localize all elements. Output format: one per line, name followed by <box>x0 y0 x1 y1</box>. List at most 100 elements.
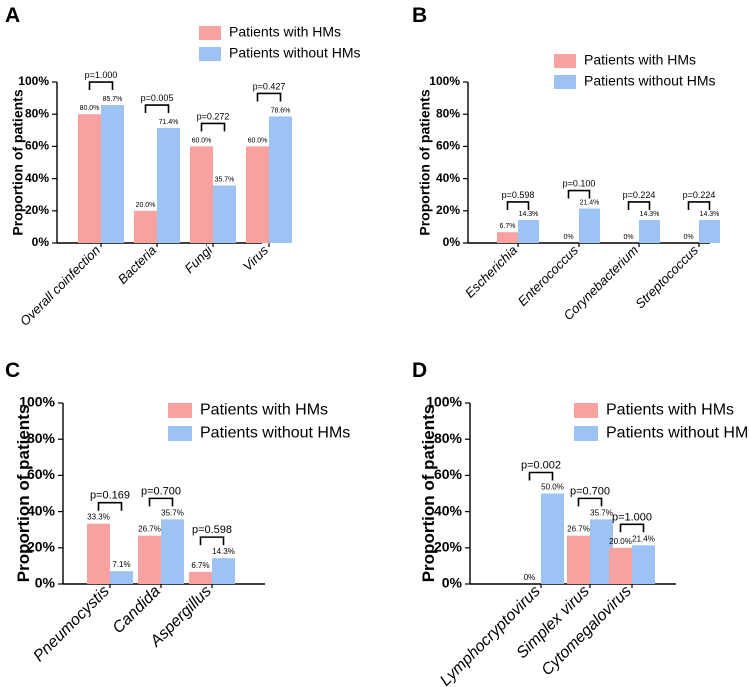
significance-bracket <box>528 471 554 481</box>
y-tick-label: 60% <box>436 139 460 153</box>
bar <box>579 208 600 243</box>
p-value-label: p=0.598 <box>502 190 535 200</box>
y-tick-label: 80% <box>27 430 56 446</box>
chart-panel-b: B Proportion of patients 0% 20% 40% 60% 80% 100… <box>412 4 720 323</box>
legend-swatch <box>168 403 192 418</box>
bar <box>590 519 613 584</box>
y-tick-label: 0% <box>442 575 463 591</box>
bar <box>497 232 518 243</box>
bar-value-label: 0% <box>524 573 536 582</box>
category-label: Overall coinfection <box>17 243 103 329</box>
significance-bracket <box>148 497 174 507</box>
legend-label: Patients without HMs <box>200 425 350 442</box>
bar-value-label: 0% <box>563 234 573 241</box>
bar-value-label: 14.3% <box>640 211 660 218</box>
legend-swatch <box>168 426 192 441</box>
y-tick-label: 60% <box>27 466 56 482</box>
y-tick-label: 0% <box>443 235 461 249</box>
p-value-label: p=0.100 <box>563 179 596 189</box>
significance-bracket <box>577 497 603 507</box>
bar-value-label: 71.4% <box>159 119 179 126</box>
bar <box>161 519 184 584</box>
bar-value-label: 0% <box>683 234 693 241</box>
y-axis-label: Proportion of patients <box>416 89 432 235</box>
bar <box>609 547 632 584</box>
y-tick-label: 20% <box>27 539 56 555</box>
bar <box>157 128 180 243</box>
y-tick-label: 40% <box>25 171 49 185</box>
p-value-label: p=0.224 <box>683 190 716 200</box>
bar <box>134 210 157 243</box>
significance-bracket <box>687 201 711 210</box>
y-tick-label: 100% <box>426 394 462 410</box>
bar-value-label: 26.7% <box>567 525 590 534</box>
significance-bracket <box>506 201 530 210</box>
y-tick-label: 0% <box>35 575 56 591</box>
y-tick-label: 40% <box>27 502 56 518</box>
y-tick-label: 100% <box>429 74 460 88</box>
bar-value-label: 33.3% <box>87 513 110 522</box>
category-label: Virus <box>240 242 272 274</box>
bar <box>87 523 110 584</box>
legend-label: Patients with HMs <box>200 402 328 419</box>
y-tick-label: 80% <box>434 430 463 446</box>
bar <box>189 571 212 584</box>
p-value-label: p=0.005 <box>141 93 174 103</box>
significance-bracket <box>619 523 645 533</box>
p-value-label: p=0.700 <box>570 485 610 497</box>
bar <box>246 146 269 243</box>
category-label: Fungi <box>182 242 216 276</box>
legend-swatch <box>574 403 598 418</box>
bar-value-label: 80.0% <box>80 105 100 112</box>
category-label: Enterococcus <box>515 242 582 309</box>
y-tick-label: 40% <box>434 502 463 518</box>
legend-label: Patients with HMs <box>584 52 696 68</box>
bar-value-label: 14.3% <box>519 211 539 218</box>
legend-label: Patients without HMs <box>584 73 716 89</box>
category-label: Escherichia <box>462 243 520 301</box>
category-label: Bacteria <box>115 243 159 287</box>
y-tick-label: 40% <box>436 171 460 185</box>
bar <box>269 116 292 243</box>
bar-value-label: 14.3% <box>212 547 235 556</box>
category-label: Streptococcus <box>632 242 701 311</box>
p-value-label: p=0.272 <box>197 111 230 121</box>
legend-swatch <box>554 75 576 89</box>
p-value-label: p=0.598 <box>192 524 232 536</box>
bar <box>639 219 660 243</box>
bar <box>518 219 539 243</box>
bar <box>110 571 133 584</box>
bar <box>632 545 655 584</box>
p-value-label: p=0.224 <box>623 190 656 200</box>
y-axis-label: Proportion of patients <box>9 89 25 235</box>
bar-value-label: 6.7% <box>500 223 516 230</box>
bar-value-label: 85.7% <box>103 96 123 103</box>
y-tick-label: 0% <box>32 235 50 249</box>
p-value-label: p=0.002 <box>521 460 561 472</box>
bar <box>541 493 564 584</box>
bar-value-label: 0% <box>623 234 633 241</box>
bar <box>699 219 720 243</box>
y-tick-label: 80% <box>436 106 460 120</box>
y-tick-label: 100% <box>18 74 49 88</box>
panel-letter: A <box>5 4 20 27</box>
bar-value-label: 21.4% <box>632 534 655 543</box>
bar-value-label: 35.7% <box>161 508 184 517</box>
significance-bracket <box>627 201 651 210</box>
significance-bracket <box>199 536 225 546</box>
bar-value-label: 6.7% <box>191 561 209 570</box>
bar-value-label: 14.3% <box>700 211 720 218</box>
y-axis-label: Proportion of patients <box>419 405 438 583</box>
p-value-label: p=1.000 <box>85 70 118 80</box>
bar-value-label: 26.7% <box>138 525 161 534</box>
y-tick-label: 60% <box>434 466 463 482</box>
p-value-label: p=0.169 <box>90 490 130 502</box>
y-tick-label: 100% <box>19 394 55 410</box>
bar <box>567 535 590 584</box>
significance-bracket <box>88 81 114 91</box>
panel-letter: B <box>412 4 427 27</box>
legend-swatch <box>574 426 598 441</box>
